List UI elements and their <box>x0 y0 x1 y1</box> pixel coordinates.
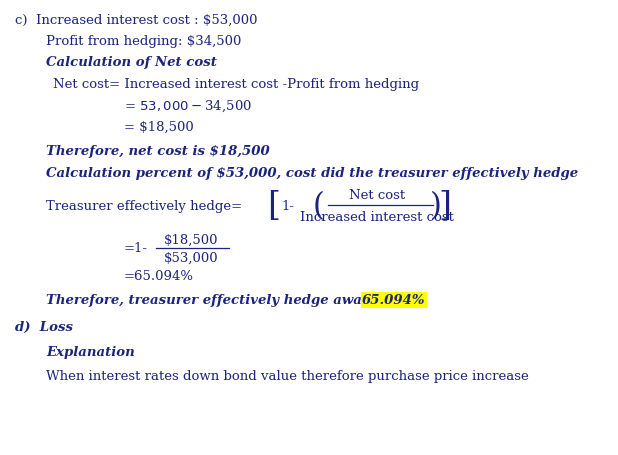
Text: =1-: =1- <box>124 242 148 254</box>
Text: =65.094%: =65.094% <box>124 270 193 283</box>
Text: 65.094%: 65.094% <box>362 294 426 307</box>
Text: (: ( <box>313 190 325 221</box>
Text: ): ) <box>430 190 442 221</box>
Text: $18,500: $18,500 <box>164 233 219 246</box>
Text: Net cost= Increased interest cost -Profit from hedging: Net cost= Increased interest cost -Profi… <box>53 78 418 91</box>
Text: Calculation of Net cost: Calculation of Net cost <box>46 56 217 69</box>
Text: ]: ] <box>438 190 452 222</box>
Text: Net cost: Net cost <box>349 188 405 201</box>
Text: Therefore, treasurer effectively hedge away is: Therefore, treasurer effectively hedge a… <box>46 294 392 307</box>
Text: d)  Loss: d) Loss <box>15 320 74 333</box>
Text: = $53,000-$34,500: = $53,000-$34,500 <box>124 98 252 113</box>
Text: Explanation: Explanation <box>46 345 135 358</box>
Text: Treasurer effectively hedge=: Treasurer effectively hedge= <box>46 199 242 212</box>
Text: When interest rates down bond value therefore purchase price increase: When interest rates down bond value ther… <box>46 369 529 382</box>
Text: Profit from hedging: $34,500: Profit from hedging: $34,500 <box>46 35 242 47</box>
Text: [: [ <box>267 190 281 222</box>
Text: = $18,500: = $18,500 <box>124 121 193 134</box>
Text: Calculation percent of $53,000, cost did the treasurer effectively hedge: Calculation percent of $53,000, cost did… <box>46 167 578 179</box>
Text: $53,000: $53,000 <box>164 252 219 264</box>
Text: c)  Increased interest cost : $53,000: c) Increased interest cost : $53,000 <box>15 14 258 27</box>
Text: Therefore, net cost is $18,500: Therefore, net cost is $18,500 <box>46 145 270 157</box>
Text: 1-: 1- <box>281 199 294 212</box>
Text: Increased interest cost: Increased interest cost <box>300 211 454 224</box>
